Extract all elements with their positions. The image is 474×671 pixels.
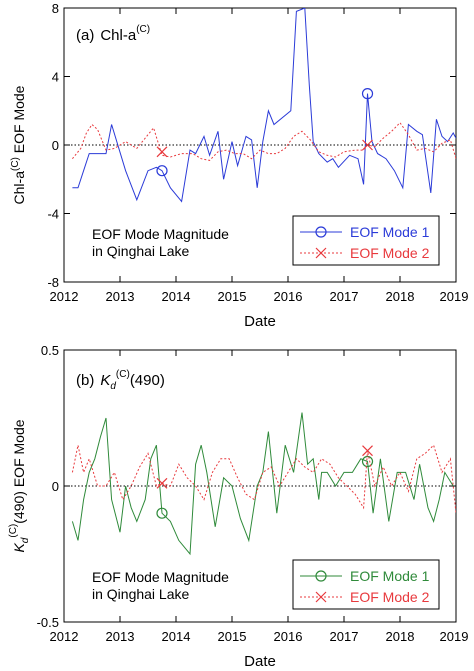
- legend-label-mode-2: EOF Mode 2: [350, 589, 430, 605]
- annotation-line-2: in Qinghai Lake: [92, 586, 190, 602]
- x-tick-label: 2012: [50, 289, 79, 304]
- panel-title: (b) Kd(C)(490): [76, 369, 165, 392]
- x-tick-label: 2013: [106, 629, 135, 644]
- legend-label-mode-1: EOF Mode 1: [350, 224, 430, 240]
- annotation-line-1: EOF Mode Magnitude: [92, 226, 229, 242]
- marker-mode-1: [156, 165, 168, 177]
- x-tick-label: 2015: [218, 629, 247, 644]
- y-axis-label: Chl-a(C) EOF Mode: [10, 85, 27, 204]
- marker-mode-2: [362, 139, 373, 151]
- legend-marker-mode-2: [315, 591, 327, 603]
- x-tick-label: 2014: [162, 289, 191, 304]
- legend-label-mode-2: EOF Mode 2: [350, 245, 430, 261]
- x-tick-label: 2018: [386, 289, 415, 304]
- y-axis-ticks: -8 -4 0 4 8: [47, 1, 456, 290]
- annotation-line-2: in Qinghai Lake: [92, 243, 190, 259]
- y-tick-label: -0.5: [37, 615, 59, 630]
- marker-mode-2: [362, 445, 373, 457]
- legend-marker-mode-2: [315, 247, 327, 259]
- x-axis-label: Date: [244, 653, 276, 670]
- panel-b-kd490: -0.500.5 2012 2013 2014 2015 2016 2017 2018 201…: [8, 343, 468, 670]
- x-tick-label: 2019: [440, 629, 469, 644]
- series-layer: [71, 412, 456, 556]
- series-line-mode-1: [72, 8, 456, 203]
- y-tick-label: -4: [47, 207, 59, 222]
- y-tick-label: 0.5: [41, 343, 59, 358]
- marker-mode-2: [156, 477, 168, 489]
- marker-mode-1: [361, 455, 374, 468]
- y-axis-label: Kd(C)(490) EOF Mode: [8, 419, 31, 552]
- x-tick-label: 2014: [162, 629, 191, 644]
- legend: EOF Mode 1 EOF Mode 2: [292, 559, 440, 610]
- legend-label-mode-1: EOF Mode 1: [350, 568, 430, 584]
- marker-mode-1: [361, 88, 374, 100]
- x-tick-label: 2017: [330, 629, 359, 644]
- series-line-mode-2: [72, 121, 456, 161]
- y-tick-label: 0: [52, 479, 59, 494]
- annotation-line-1: EOF Mode Magnitude: [92, 569, 229, 585]
- series-layer: [72, 8, 456, 203]
- y-tick-label: 8: [52, 1, 59, 16]
- panel-a-chl-a: -8 -4 0 4 8 2012 2013 2014 2015 2016 2017 2018 2019…: [10, 1, 468, 330]
- panel-title: (a) Chl-a(C): [76, 24, 150, 44]
- x-tick-label: 2019: [440, 289, 469, 304]
- y-axis-ticks: -0.5 0 0.5: [37, 343, 456, 630]
- series-line-mode-1: [71, 412, 454, 556]
- x-tick-label: 2016: [274, 629, 303, 644]
- x-tick-label: 2016: [274, 289, 303, 304]
- y-tick-label: -8: [47, 275, 59, 290]
- legend-marker-mode-1: [315, 570, 327, 582]
- legend-marker-mode-1: [315, 226, 327, 238]
- y-tick-label: 4: [52, 70, 59, 85]
- marker-mode-2: [156, 146, 168, 158]
- marker-mode-1: [156, 507, 168, 519]
- x-tick-label: 2015: [218, 289, 247, 304]
- x-tick-label: 2018: [386, 629, 415, 644]
- x-axis-ticks: 2012 2013 2014 2015 2016 2017 2018 2019: [50, 350, 469, 644]
- x-tick-label: 2012: [50, 629, 79, 644]
- legend: EOF Mode 1 EOF Mode 2: [292, 215, 440, 266]
- y-tick-label: 0: [52, 138, 59, 153]
- x-axis-ticks: 2012 2013 2014 2015 2016 2017 2018 2019: [50, 8, 469, 304]
- x-tick-label: 2013: [106, 289, 135, 304]
- x-tick-label: 2017: [330, 289, 359, 304]
- x-axis-label: Date: [244, 313, 276, 330]
